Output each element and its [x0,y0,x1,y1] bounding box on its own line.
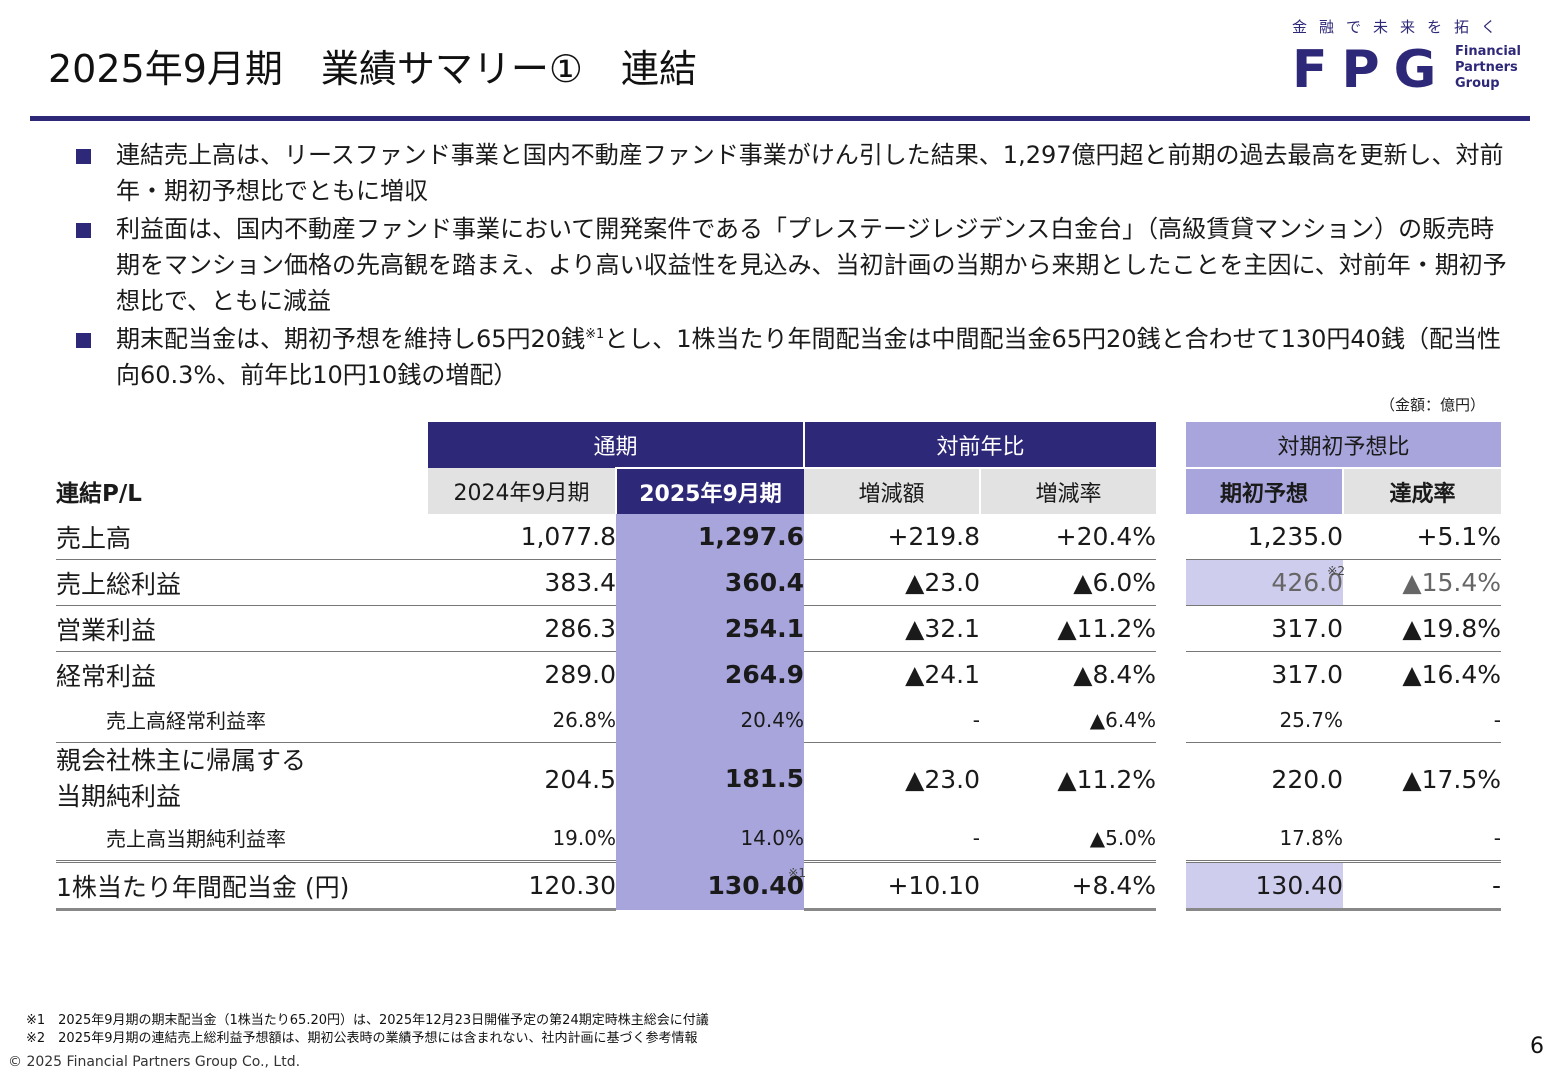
table-row: 1株当たり年間配当金 (円) 120.30 130.40 ※1 +10.10 +8… [56,860,1501,911]
col-header: 達成率 [1343,467,1501,514]
title-divider [30,116,1530,121]
group-header-yoy: 対前年比 [804,422,1156,468]
row-label: 1株当たり年間配当金 (円) [56,860,428,911]
table-row: 売上高 1,077.8 1,297.6 +219.8 +20.4% 1,235.… [56,514,1501,560]
table-row: 売上高当期純利益率 19.0% 14.0% - ▲5.0% 17.8% - [56,815,1501,862]
table-corner-label: 連結P/L [56,481,142,507]
table-row: 営業利益 286.3 254.1 ▲32.1 ▲11.2% 317.0 ▲19.… [56,605,1501,652]
square-bullet-icon [76,333,91,348]
bullet-item: 期末配当金は、期初予想を維持し65円20銭※1とし、1株当たり年間配当金は中間配… [70,321,1510,393]
logo-company-name: Financial Partners Group [1455,44,1522,91]
col-header: 期初予想 [1186,467,1344,514]
row-label: 経常利益 [56,661,157,691]
logo-tagline: 金融で未来を拓く [1292,18,1509,36]
row-label: 親会社株主に帰属する 当期純利益 [56,746,307,811]
col-header: 2024年9月期 [428,468,617,514]
copyright: © 2025 Financial Partners Group Co., Ltd… [8,1054,301,1070]
footnote-1: ※1 2025年9月期の期末配当金（1株当たり65.20円）は、2025年12月… [26,1013,709,1028]
company-logo: 金融で未来を拓く FPG Financial Partners Group [1292,16,1532,98]
table-row: 親会社株主に帰属する 当期純利益 204.5 181.5 ▲23.0 ▲11.2… [56,742,1501,815]
group-header-annual: 通期 [428,422,805,468]
row-label: 売上総利益 [56,559,428,606]
pl-table: 通期 対前年比 対期初予想比 連結P/L 2024年9月期 2025年9月期 増… [56,422,1501,911]
bullet-item: 利益面は、国内不動産ファンド事業において開発案件である「プレステージレジデンス白… [70,211,1510,319]
row-label: 売上高経常利益率 [56,697,428,743]
column-header-row: 連結P/L 2024年9月期 2025年9月期 増減額 増減率 期初予想 達成率 [56,467,1501,514]
footnote-marker: ※1 [788,865,806,880]
group-header-plan: 対期初予想比 [1186,422,1501,468]
footnote-2: ※2 2025年9月期の連結売上総利益予想額は、期初公表時の業績予想には含まれな… [26,1031,698,1046]
page-number: 6 [1530,1034,1544,1059]
logo-mark: FPG [1292,40,1451,100]
group-header-row: 通期 対前年比 対期初予想比 [56,422,1501,468]
footnote-marker: ※1 [585,327,605,342]
table-row: 売上総利益 383.4 360.4 ▲23.0 ▲6.0% 426.0 ※2 ▲1… [56,559,1501,606]
row-label: 営業利益 [56,605,428,652]
unit-label: （金額：億円） [1380,396,1486,414]
footnote-marker: ※2 [1327,564,1345,578]
col-header: 増減率 [980,467,1156,514]
footnotes: ※1 2025年9月期の期末配当金（1株当たり65.20円）は、2025年12月… [26,1012,709,1048]
bullet-item: 連結売上高は、リースファンド事業と国内不動産ファンド事業がけん引した結果、1,2… [70,137,1510,209]
square-bullet-icon [76,149,91,164]
col-header: 増減額 [804,467,981,514]
page-title: 2025年9月期 業績サマリー① 連結 [48,47,697,91]
row-label: 売上高 [56,514,428,560]
square-bullet-icon [76,223,91,238]
row-label: 売上高当期純利益率 [106,827,286,851]
table-row: 経常利益 289.0 264.9 ▲24.1 ▲8.4% 317.0 ▲16.4… [56,651,1501,697]
col-header: 2025年9月期 [616,467,804,514]
table-row: 売上高経常利益率 26.8% 20.4% - ▲6.4% 25.7% - [56,697,1501,743]
summary-bullets: 連結売上高は、リースファンド事業と国内不動産ファンド事業がけん引した結果、1,2… [70,137,1510,395]
